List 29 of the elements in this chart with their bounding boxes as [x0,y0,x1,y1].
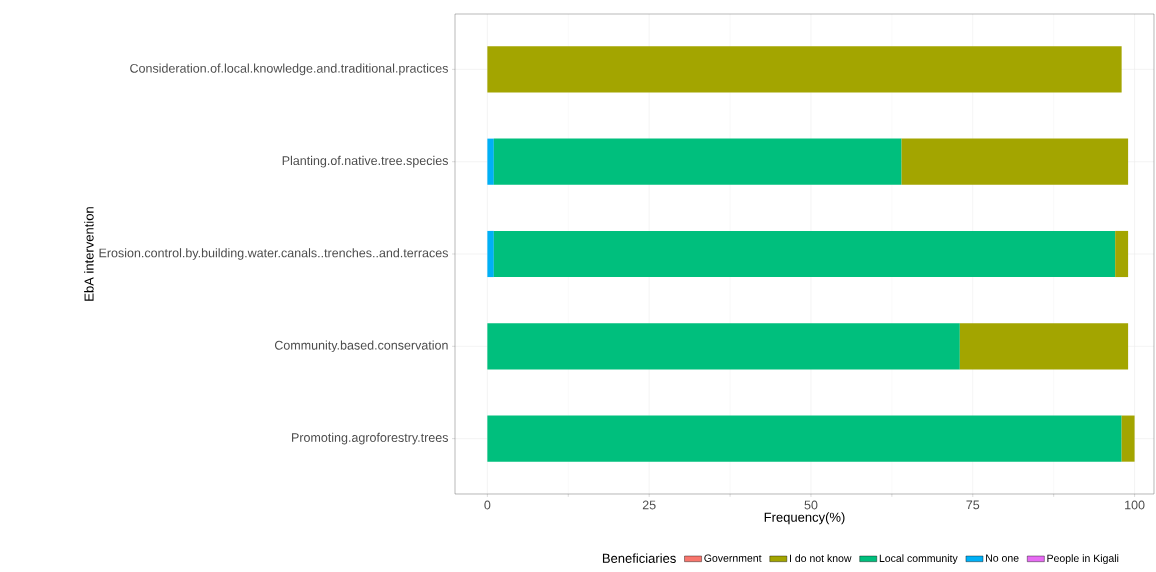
y-axis-title: EbA intervention [84,207,94,301]
x-tick-label: 50 [804,500,818,510]
legend-label: Government [704,554,762,562]
legend-label: No one [986,554,1019,562]
x-tick-label: 75 [966,500,980,510]
bar [901,138,1129,185]
bar [487,415,1122,462]
legend-label: Local community [879,554,958,565]
bar [959,323,1129,370]
bar [1121,415,1135,462]
y-tick-label: Erosion.control.by.building.water.canals..trenches..and.terraces [99,248,448,260]
legend-label: People in Kigali [1047,554,1119,565]
y-tick-label: Community.based.conservation [274,340,448,353]
bar [493,138,902,185]
y-tick-label: Promoting.agroforestry.trees [292,432,449,445]
x-tick-label: 0 [484,500,491,510]
x-tick-label: 100 [1125,500,1145,510]
x-tick-label: 25 [642,500,656,510]
bar [487,138,494,185]
x-axis-title: Frequency(%) [764,512,845,525]
bar [487,46,1122,93]
y-tick-label: Consideration.of.local.knowledge.and.traditional.practices [130,63,448,76]
bar [487,230,494,278]
bar [493,230,1116,278]
legend-label: I do not know [790,554,852,563]
legend-title: Beneficiaries [602,553,676,563]
y-tick-label: Planting.of.native.tree.species [282,155,449,168]
bar [1115,230,1129,278]
bar [487,323,960,370]
